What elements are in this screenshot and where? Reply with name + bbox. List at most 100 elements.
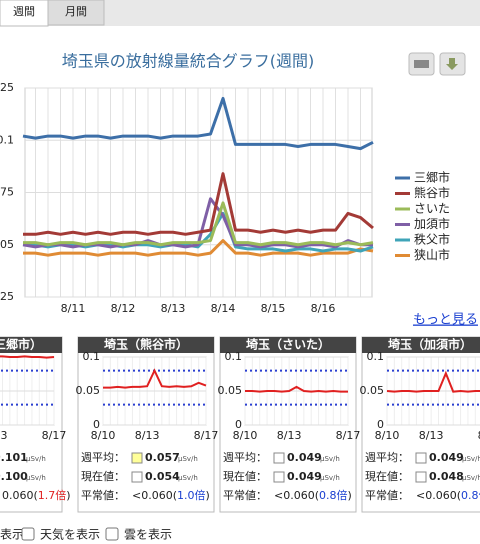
stat-value: 0.049 [287,470,322,483]
stat-swatch [415,471,427,483]
mini-y-label: 0 [235,418,242,431]
mini-x-label: 8/17 [336,429,361,442]
x-tick-label: 8/13 [161,302,186,315]
y-tick-label: 0.1 [0,133,14,146]
stat-label: 週平均： [365,451,409,464]
y-tick-label: 25 [0,81,14,94]
legend-label: 三郷市 [414,170,450,185]
checkbox[interactable] [21,527,35,541]
tab[interactable] [47,0,105,26]
stat-label: 週平均： [223,451,267,464]
mini-y-label: 0.1 [83,350,101,363]
card-title: 埼玉（さいた） [246,337,330,352]
mini-y-label: 0.1 [367,350,385,363]
stat-unit: μSv/h [320,455,340,463]
y-tick-label: .05 [0,238,14,251]
stat-unit: μSv/h [462,455,480,463]
tab-label[interactable]: 週間 [13,5,35,18]
stat-value: 0.049 [287,451,322,464]
mini-x-label: 8/10 [91,429,116,442]
mini-x-label: 8/10 [375,429,400,442]
option-label[interactable]: 表示 [0,528,24,542]
mini-y-label: 0.05 [218,384,243,397]
normal-value: <0.060( [274,489,319,502]
normal-label: 平常値： [365,489,409,502]
legend-label: 熊谷市 [414,185,450,200]
mini-line [103,368,207,389]
mini-x-label: 8/13 [0,429,7,442]
stat-label: 現在値： [81,470,125,483]
stat-swatch [131,452,143,464]
mini-x-label: 8/13 [277,429,302,442]
card-header [0,337,62,353]
x-tick-label: 8/16 [311,302,336,315]
stat-label: 現在値： [223,470,267,483]
mini-x-label: 8/13 [419,429,444,442]
x-tick-label: 8/11 [61,302,86,315]
mini-x-label: 8/17 [42,429,67,442]
option-label[interactable]: 天気を表示 [40,527,100,542]
stat-unit: μSv/h [178,474,198,482]
mini-y-label: 0.05 [76,384,101,397]
mini-line [0,355,55,359]
card-header [78,337,214,353]
normal-ratio: 1.0倍 [177,488,206,502]
normal-value: <0.060( [132,489,177,502]
more-link[interactable]: もっと見る [413,313,478,328]
normal-value: <0.060( [416,489,461,502]
card-title: 三郷市） [0,337,42,352]
stat-value: 0.048 [429,470,464,483]
mini-x-label: 8/17 [194,429,219,442]
card-title: 埼玉（熊谷市） [104,337,188,352]
stat-swatch [273,471,285,483]
legend-label: さいた [414,202,450,216]
mini-x-label: 8/10 [233,429,258,442]
card-title: 埼玉（加須市） [388,337,472,352]
series-line [23,239,374,257]
legend-label: 加須市 [414,216,450,231]
stat-swatch [273,452,285,464]
x-tick-label: 8/14 [211,302,236,315]
checkbox[interactable] [105,527,119,541]
stat-swatch [131,471,143,483]
stat-value: 0.049 [429,451,464,464]
stat-unit: μSv/h [320,474,340,482]
stat-unit: μSv/h [178,455,198,463]
stat-value: 0.054 [145,470,180,483]
mini-x-label: 8/13 [135,429,160,442]
normal-close: ) [348,489,352,502]
stat-unit: μSv/h [462,474,480,482]
y-tick-label: 25 [0,290,14,303]
stat-value: 0.101 [0,451,28,464]
series-line [23,201,374,247]
normal-value: 0.060( [2,489,38,502]
mini-y-label: 0 [377,418,384,431]
mini-line [245,385,348,393]
stat-value: 0.100 [0,470,28,483]
download-icon [446,58,458,70]
normal-label: 平常値： [81,489,125,502]
normal-close: ) [206,489,210,502]
card-header [362,337,480,353]
option-label[interactable]: 雲を表示 [124,528,172,542]
stat-label: 週平均： [81,451,125,464]
print-icon [414,60,429,68]
mini-y-label: 0.05 [360,384,385,397]
tab-label[interactable]: 月間 [65,5,87,18]
x-tick-label: 8/12 [111,302,136,315]
normal-ratio: 0.8倍 [461,488,480,502]
stat-unit: μSv/h [26,474,46,482]
stat-value: 0.057 [145,451,180,464]
chart-title: 埼玉県の放射線量統合グラフ(週間) [62,52,315,71]
legend-label: 秩父市 [414,232,450,247]
stat-swatch [415,452,427,464]
series-line [23,172,374,236]
normal-ratio: 0.8倍 [319,488,348,502]
mini-x-label: 8/17 [478,429,480,442]
card-header [220,337,356,353]
series-line [22,96,374,151]
stat-label: 現在値： [365,470,409,483]
mini-y-label: 0.1 [225,350,243,363]
